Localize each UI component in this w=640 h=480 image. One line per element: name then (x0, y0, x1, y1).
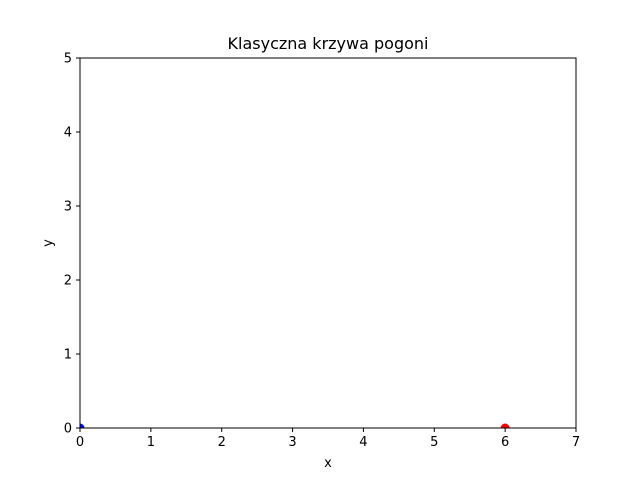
data-points (80, 423, 510, 428)
y-tick-label: 2 (64, 274, 72, 289)
y-tick-label: 1 (64, 348, 72, 363)
y-tick-label: 4 (64, 126, 72, 141)
x-axis: 0 1 2 3 4 5 6 7 (76, 428, 580, 450)
x-tick-label: 4 (359, 435, 367, 450)
data-point (500, 423, 510, 428)
y-axis: 0 1 2 3 4 5 (64, 52, 80, 437)
x-tick-label: 1 (147, 435, 155, 450)
y-tick-label: 0 (64, 422, 72, 437)
x-axis-label: x (324, 456, 332, 471)
x-tick-label: 0 (76, 435, 84, 450)
y-tick-label: 5 (64, 52, 72, 67)
y-tick-label: 3 (64, 200, 72, 215)
chart-title: Klasyczna krzywa pogoni (228, 34, 429, 53)
data-point (80, 423, 85, 428)
x-tick-label: 5 (430, 435, 438, 450)
x-tick-label: 2 (218, 435, 226, 450)
plot-frame (79, 57, 577, 429)
x-tick-label: 7 (572, 435, 580, 450)
x-tick-label: 6 (501, 435, 509, 450)
x-tick-label: 3 (288, 435, 296, 450)
y-axis-label: y (41, 239, 56, 247)
